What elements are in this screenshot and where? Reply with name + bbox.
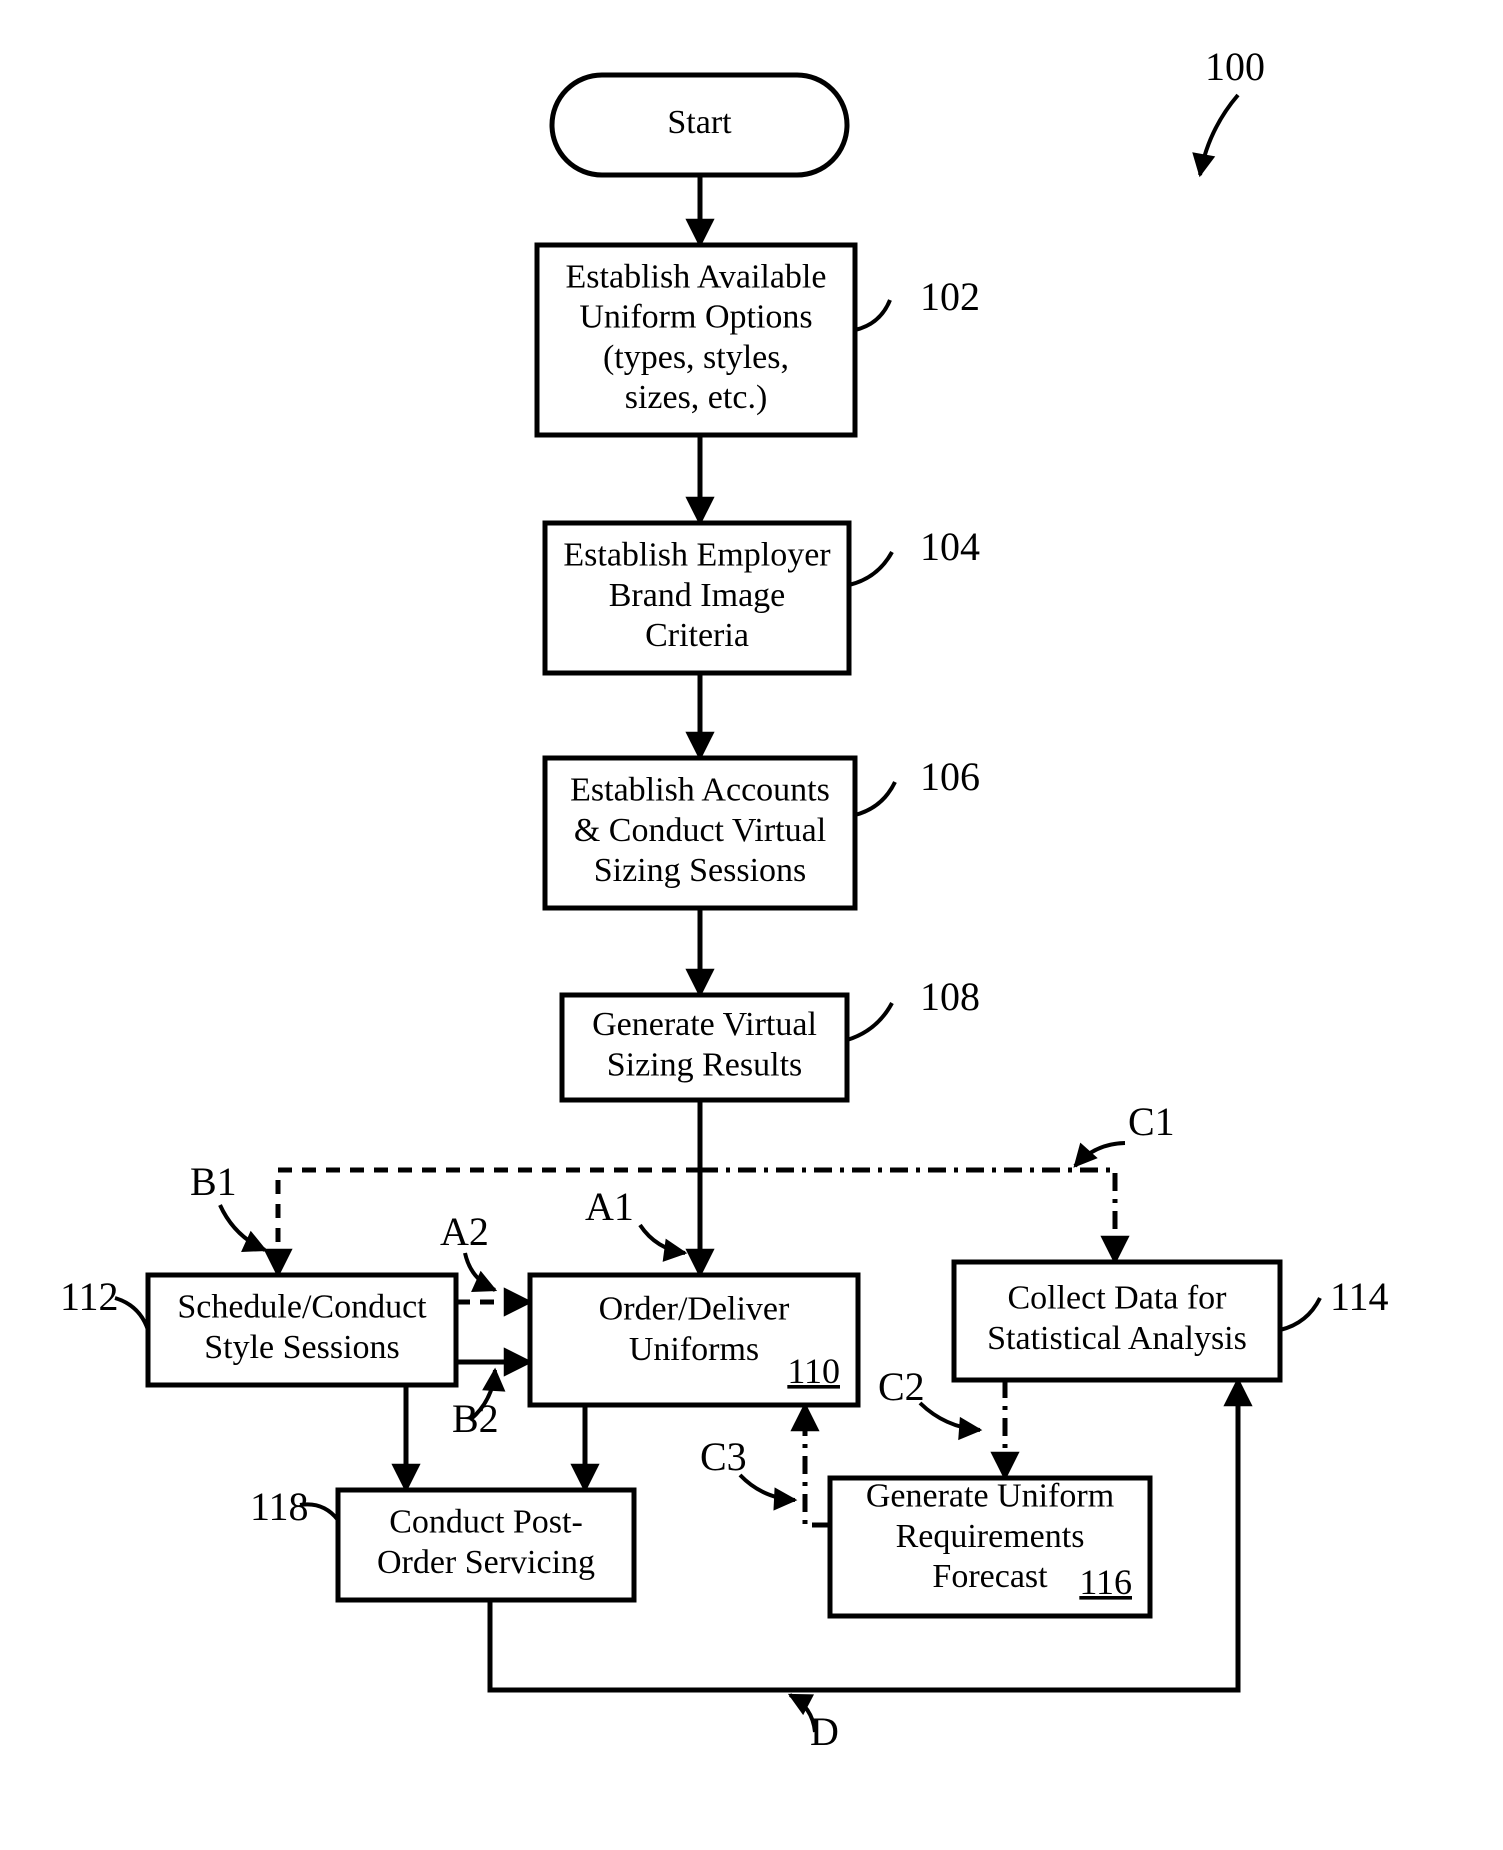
node-text-n102-0: Establish Available — [566, 259, 827, 296]
node-text-n114-0: Collect Data for — [1007, 1280, 1227, 1317]
leader-ref_108 — [847, 1003, 892, 1040]
node-text-n110-1: Uniforms — [629, 1331, 759, 1368]
C3: C3 — [700, 1434, 747, 1479]
ref_102: 102 — [920, 274, 980, 319]
node-n108: Generate VirtualSizing Results — [562, 995, 847, 1100]
node-n116: Generate UniformRequirementsForecast 116 — [830, 1478, 1150, 1616]
leader-C3 — [740, 1475, 795, 1500]
C2: C2 — [878, 1364, 925, 1409]
A1: A1 — [585, 1184, 634, 1229]
node-text-n106-1: & Conduct Virtual — [574, 812, 826, 849]
node-text-n104-1: Brand Image — [609, 577, 786, 614]
leader-C2 — [920, 1403, 980, 1430]
ref-inside-n116: 116 — [1079, 1562, 1132, 1602]
node-text-n104-2: Criteria — [645, 617, 749, 654]
node-text-n102-2: (types, styles, — [603, 339, 789, 376]
leader-ref_106 — [855, 782, 895, 815]
node-text-n116-0: Generate Uniform — [866, 1478, 1114, 1515]
node-text-n112-1: Style Sessions — [204, 1329, 400, 1366]
node-n106: Establish Accounts& Conduct VirtualSizin… — [545, 758, 855, 908]
node-text-n118-1: Order Servicing — [377, 1544, 595, 1581]
node-n118: Conduct Post-Order Servicing — [338, 1490, 634, 1600]
edge-e_C3_116_110 — [805, 1405, 830, 1525]
ref_106: 106 — [920, 754, 980, 799]
node-text-n116-2: Forecast — [932, 1558, 1048, 1595]
node-text-n114-1: Statistical Analysis — [987, 1320, 1247, 1357]
ref-inside-n110: 110 — [787, 1351, 840, 1391]
leader-ref_112 — [115, 1298, 148, 1330]
node-start: Start — [552, 75, 847, 175]
ref_104: 104 — [920, 524, 980, 569]
node-n110: Order/DeliverUniforms 110 — [530, 1275, 858, 1405]
C1: C1 — [1128, 1099, 1175, 1144]
node-text-n106-2: Sizing Sessions — [594, 852, 807, 889]
leader-A1 — [640, 1225, 685, 1253]
node-text-n118-0: Conduct Post- — [389, 1504, 583, 1541]
node-text-n110-0: Order/Deliver — [599, 1291, 790, 1328]
leader-A2 — [465, 1253, 495, 1290]
node-text-n108-1: Sizing Results — [607, 1046, 803, 1083]
node-n114: Collect Data forStatistical Analysis — [954, 1262, 1280, 1380]
B2: B2 — [452, 1396, 499, 1441]
leader-ref_100 — [1200, 95, 1238, 175]
node-text-n108-0: Generate Virtual — [592, 1006, 817, 1043]
node-text-n102-3: sizes, etc.) — [625, 379, 768, 416]
node-n112: Schedule/ConductStyle Sessions — [148, 1275, 456, 1385]
leader-B1 — [220, 1205, 265, 1250]
ref_118: 118 — [250, 1484, 309, 1529]
leader-ref_102 — [855, 300, 890, 330]
edge-e_C1 — [700, 1170, 1115, 1262]
leader-C1 — [1075, 1143, 1125, 1166]
node-text-start-0: Start — [667, 104, 732, 141]
edge-e_B1 — [278, 1170, 700, 1275]
node-n104: Establish EmployerBrand ImageCriteria — [545, 523, 849, 673]
ref_100: 100 — [1205, 44, 1265, 89]
leader-ref_114 — [1280, 1298, 1320, 1330]
D: D — [810, 1709, 839, 1754]
ref_114: 114 — [1330, 1274, 1389, 1319]
B1: B1 — [190, 1159, 237, 1204]
node-text-n112-0: Schedule/Conduct — [177, 1289, 427, 1326]
leader-ref_104 — [849, 552, 892, 585]
node-text-n102-1: Uniform Options — [579, 299, 812, 336]
A2: A2 — [440, 1209, 489, 1254]
ref_108: 108 — [920, 974, 980, 1019]
node-n102: Establish AvailableUniform Options(types… — [537, 245, 855, 435]
node-text-n104-0: Establish Employer — [563, 537, 831, 574]
node-text-n116-1: Requirements — [896, 1518, 1085, 1555]
ref_112: 112 — [60, 1274, 119, 1319]
node-text-n106-0: Establish Accounts — [570, 772, 830, 809]
